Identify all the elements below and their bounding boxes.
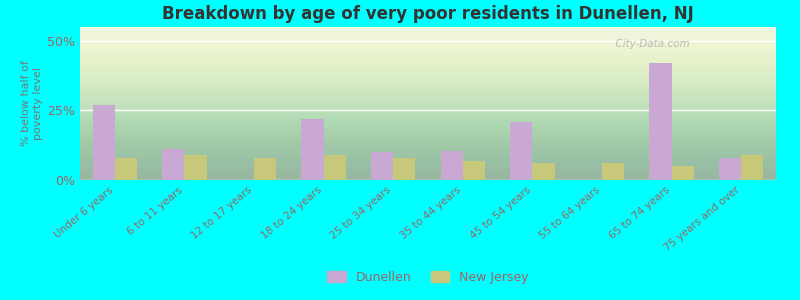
Bar [650, 63, 672, 180]
Bar [463, 160, 485, 180]
Bar [719, 158, 742, 180]
Bar [185, 155, 206, 180]
Bar [602, 163, 624, 180]
Bar [162, 149, 185, 180]
Bar [742, 155, 763, 180]
Bar [302, 119, 323, 180]
Bar [394, 158, 415, 180]
Bar [441, 151, 463, 180]
Text: City-Data.com: City-Data.com [609, 39, 690, 49]
Bar [93, 105, 115, 180]
Bar [115, 158, 137, 180]
Legend: Dunellen, New Jersey: Dunellen, New Jersey [327, 271, 529, 284]
Bar [672, 166, 694, 180]
Bar [510, 122, 533, 180]
Bar [533, 163, 554, 180]
Y-axis label: % below half of
poverty level: % below half of poverty level [22, 61, 43, 146]
Title: Breakdown by age of very poor residents in Dunellen, NJ: Breakdown by age of very poor residents … [162, 5, 694, 23]
Bar [371, 152, 394, 180]
Bar [323, 155, 346, 180]
Bar [254, 158, 276, 180]
